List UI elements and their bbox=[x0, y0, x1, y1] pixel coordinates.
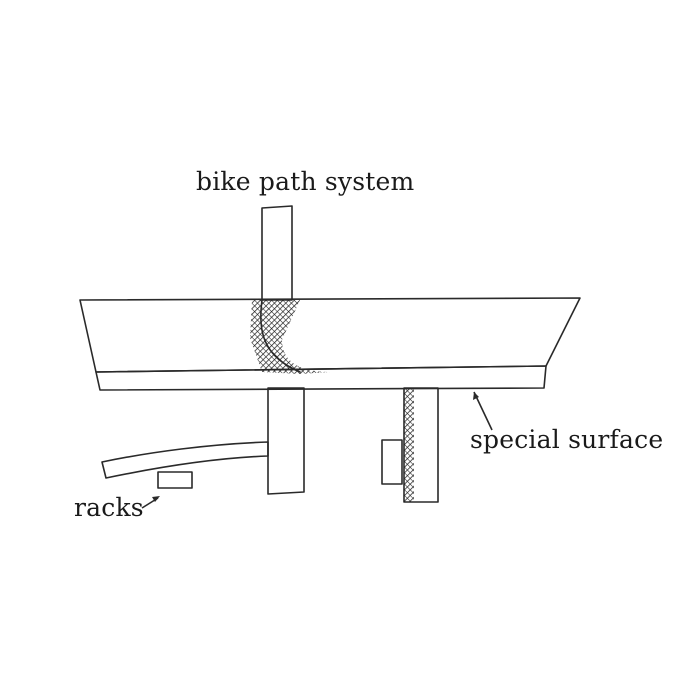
spur-path-east-edge bbox=[404, 388, 414, 502]
racks-arrowhead bbox=[152, 496, 160, 502]
special-surface-strip bbox=[95, 365, 547, 391]
bike-path-crossing-edge bbox=[259, 299, 301, 373]
rack-west bbox=[157, 471, 193, 489]
rack-east bbox=[381, 439, 403, 485]
label-special-surface: special surface bbox=[470, 425, 663, 454]
special-surface-arrowhead bbox=[473, 392, 479, 400]
label-bike-path-system: bike path system bbox=[196, 167, 415, 196]
branch-path-west bbox=[101, 441, 269, 479]
bike-path-south bbox=[267, 387, 305, 495]
main-road bbox=[79, 297, 581, 373]
label-racks: racks bbox=[74, 493, 144, 522]
bike-path-crossing bbox=[250, 300, 330, 374]
bike-path-north bbox=[261, 205, 293, 301]
special-surface-leader bbox=[473, 391, 493, 431]
